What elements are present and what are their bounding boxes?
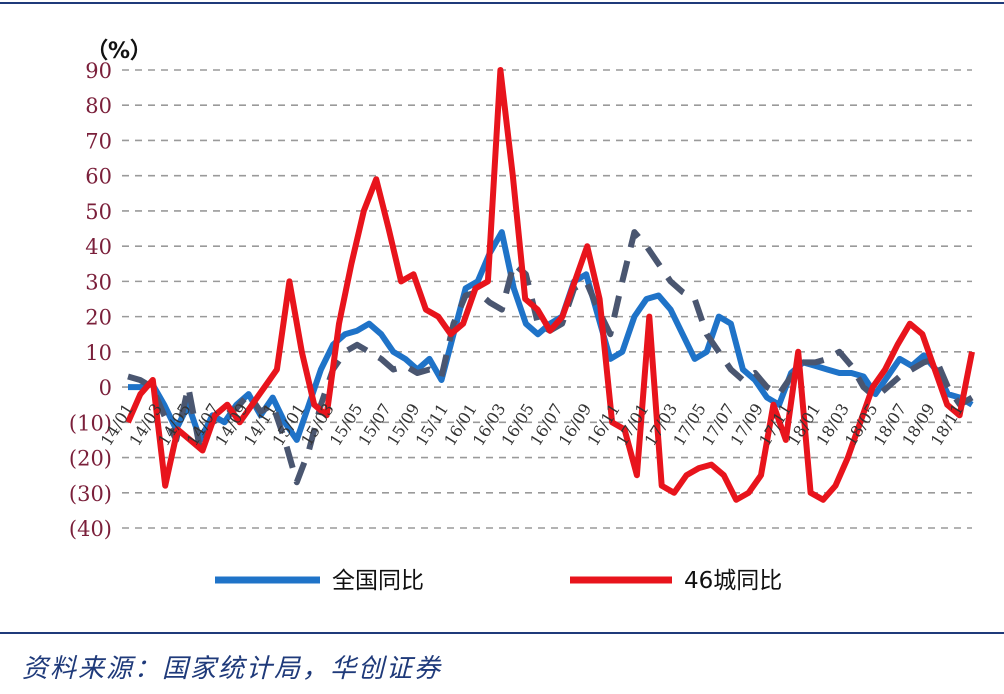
legend: 全国同比 46城同比 bbox=[215, 568, 782, 594]
series-layer bbox=[125, 67, 975, 503]
series-line-2 bbox=[125, 67, 975, 503]
y-tick-label: (40) bbox=[69, 517, 112, 541]
legend-label-2: 46城同比 bbox=[684, 568, 782, 594]
y-axis: 90 80 70 60 50 40 30 20 10 0 (10) (20) (30) (40) bbox=[69, 59, 112, 541]
y-tick-label: 90 bbox=[85, 59, 112, 83]
series-line-0 bbox=[128, 229, 974, 443]
y-tick-label: (30) bbox=[69, 482, 112, 506]
legend-label-0: 全国同比 bbox=[332, 568, 424, 594]
y-tick-label: (20) bbox=[69, 447, 112, 471]
y-tick-label: 70 bbox=[85, 129, 112, 153]
y-unit-label: （%） bbox=[86, 39, 152, 64]
y-tick-label: 20 bbox=[85, 306, 112, 330]
bottom-rule bbox=[0, 632, 1004, 634]
y-tick-label: 40 bbox=[85, 235, 112, 259]
source-note: 资料来源：国家统计局，华创证券 bbox=[22, 654, 443, 684]
y-tick-label: 50 bbox=[85, 200, 112, 224]
y-tick-label: (10) bbox=[69, 411, 112, 435]
top-rule bbox=[0, 2, 1004, 4]
y-tick-label: 30 bbox=[85, 270, 112, 294]
y-tick-label: 80 bbox=[85, 94, 112, 118]
y-tick-label: 10 bbox=[85, 341, 112, 365]
y-tick-label: 0 bbox=[99, 376, 112, 400]
y-tick-label: 60 bbox=[85, 165, 112, 189]
